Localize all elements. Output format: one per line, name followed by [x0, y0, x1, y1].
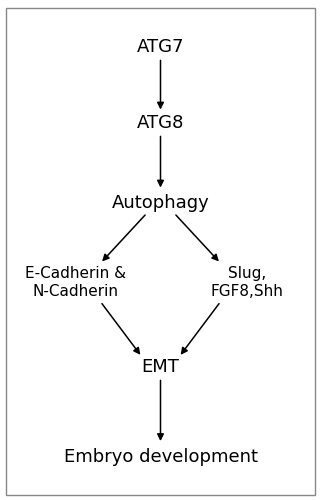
Text: EMT: EMT	[142, 358, 179, 376]
Text: Slug,
FGF8,Shh: Slug, FGF8,Shh	[211, 266, 284, 298]
Text: ATG7: ATG7	[137, 38, 184, 56]
Text: ATG8: ATG8	[137, 114, 184, 132]
Text: Embryo development: Embryo development	[64, 448, 257, 466]
Text: E-Cadherin &
N-Cadherin: E-Cadherin & N-Cadherin	[25, 266, 126, 298]
Text: Autophagy: Autophagy	[112, 194, 209, 212]
